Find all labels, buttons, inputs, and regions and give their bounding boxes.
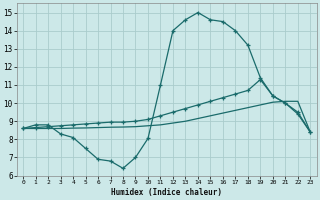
X-axis label: Humidex (Indice chaleur): Humidex (Indice chaleur)	[111, 188, 222, 197]
